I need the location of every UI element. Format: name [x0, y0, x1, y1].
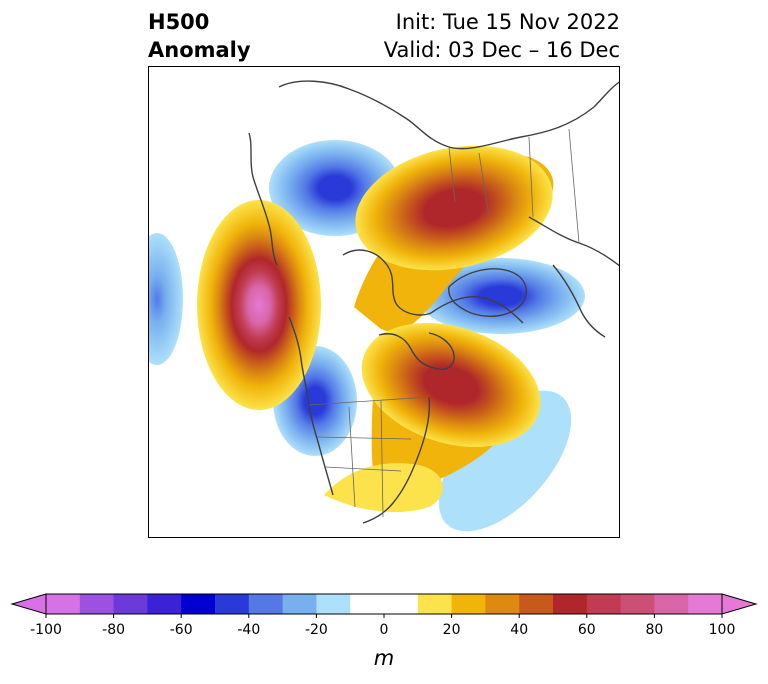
anomaly-low-europe: [417, 258, 585, 334]
colorbar-tick-label: 60: [578, 622, 596, 636]
map-svg: [149, 80, 619, 532]
colorbar-swatch: [417, 594, 453, 614]
colorbar-tick-label: 80: [645, 622, 663, 636]
colorbar-ticks: -100 -80 -60 -40 -20 0 20 40 60 80 100: [30, 614, 735, 636]
colorbar-swatch: [113, 594, 148, 614]
colorbar: -100 -80 -60 -40 -20 0 20 40 60 80 100: [10, 593, 758, 636]
colorbar-swatch: [688, 594, 723, 614]
colorbar-tick-label: -100: [30, 622, 62, 636]
colorbar-tick-label: -20: [305, 622, 328, 636]
anomaly-high-southeast: [324, 463, 443, 513]
anomaly-low-atlantic: [438, 390, 572, 532]
anomaly-high-hudson: [361, 322, 541, 448]
colorbar-tick-label: -80: [102, 622, 125, 636]
colorbar-swatch: [586, 594, 622, 614]
colorbar-swatch: [654, 594, 689, 614]
colorbar-swatch: [282, 594, 317, 614]
title-field: Anomaly: [148, 38, 251, 62]
colorbar-swatches: [46, 594, 723, 614]
title-left: H500 Anomaly: [148, 8, 251, 64]
colorbar-swatch: [316, 594, 351, 614]
colorbar-swatch: [485, 594, 520, 614]
anomaly-high-gulf-of-alaska: [197, 200, 321, 410]
colorbar-tick-label: 20: [443, 622, 461, 636]
colorbar-extend-min: [10, 593, 47, 615]
colorbar-unit-label: m: [373, 646, 395, 670]
colorbar-swatch: [147, 594, 182, 614]
colorbar-swatch: [79, 594, 115, 614]
anomaly-map: [148, 66, 620, 538]
colorbar-tick-label: 100: [709, 622, 736, 636]
init-date: Init: Tue 15 Nov 2022: [395, 10, 620, 34]
title-variable: H500: [148, 10, 210, 34]
valid-range: Valid: 03 Dec – 16 Dec: [383, 38, 620, 62]
colorbar-swatch: [248, 594, 284, 614]
colorbar-tick-label: 40: [510, 622, 528, 636]
anomaly-high-siberia: [355, 145, 553, 271]
colorbar-swatch: [620, 594, 655, 614]
colorbar-swatch: [46, 594, 81, 614]
colorbar-tick-label: 0: [380, 622, 389, 636]
colorbar-tick-label: -60: [170, 622, 193, 636]
colorbar-swatch: [350, 594, 419, 614]
anomaly-low-west-pacific: [149, 233, 183, 365]
colorbar-swatch: [553, 594, 588, 614]
colorbar-swatch: [181, 594, 216, 614]
title-right: Init: Tue 15 Nov 2022 Valid: 03 Dec – 16…: [384, 8, 620, 64]
political-borders: [308, 128, 580, 518]
colorbar-tick-label: -40: [237, 622, 260, 636]
colorbar-extend-max: [721, 593, 758, 615]
colorbar-swatch: [451, 594, 486, 614]
colorbar-swatch: [519, 594, 554, 614]
colorbar-swatch: [215, 594, 250, 614]
